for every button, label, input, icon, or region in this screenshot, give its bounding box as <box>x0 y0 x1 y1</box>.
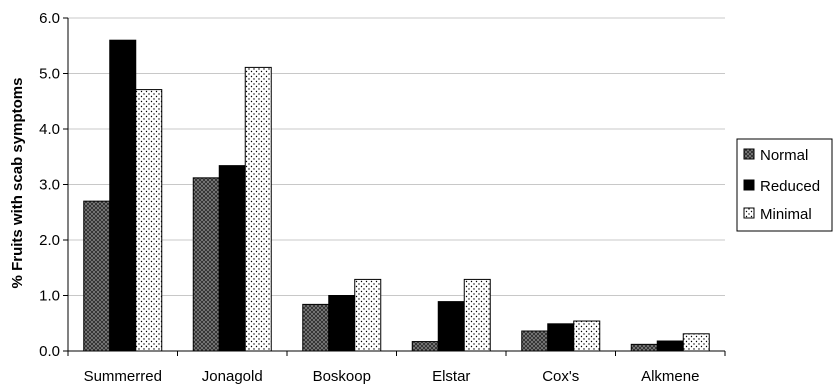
bar-reduced-alkmene <box>656 340 684 352</box>
x-tick-label: Cox's <box>542 368 579 385</box>
y-tick-label: 2.0 <box>39 232 60 249</box>
bar-normal-boskoop <box>302 303 330 352</box>
y-tick-label: 5.0 <box>39 66 60 83</box>
bar-normal-coxs <box>521 330 549 352</box>
bar-reduced-coxs <box>547 323 575 352</box>
bar-minimal-elstar <box>463 278 491 352</box>
x-tick-label: Summerred <box>84 368 162 385</box>
bar-minimal-boskoop <box>354 278 382 352</box>
y-tick-label: 3.0 <box>39 177 60 194</box>
bar-normal-alkmene <box>630 343 658 352</box>
legend: Normal Reduced Minimal <box>736 138 833 232</box>
legend-swatch-reduced <box>743 179 755 191</box>
x-tick-label: Alkmene <box>641 368 699 385</box>
tick-labels: 0.0 1.0 2.0 3.0 4.0 5.0 6.0 Summerred Jonagold Bo… <box>39 10 699 385</box>
bar-minimal-alkmene <box>682 333 710 352</box>
y-tick-label: 1.0 <box>39 288 60 305</box>
bar-normal-jonagold <box>192 177 220 352</box>
legend-label-minimal: Minimal <box>760 206 812 223</box>
legend-label-normal: Normal <box>760 147 808 164</box>
bar-normal-elstar <box>411 341 439 352</box>
legend-swatch-normal <box>743 148 755 160</box>
y-tick-label: 6.0 <box>39 10 60 27</box>
y-axis-title: % Fruits with scab symptoms <box>9 78 26 289</box>
x-tick-label: Boskoop <box>313 368 371 385</box>
bar-reduced-elstar <box>437 301 465 352</box>
bar-reduced-summerred <box>109 39 137 352</box>
y-tick-label: 4.0 <box>39 121 60 138</box>
axes <box>67 18 726 356</box>
x-tick-label: Elstar <box>432 368 470 385</box>
bar-minimal-jonagold <box>244 66 272 352</box>
bar-reduced-boskoop <box>328 295 356 352</box>
bars <box>83 39 710 352</box>
bar-minimal-coxs <box>573 320 601 352</box>
legend-label-reduced: Reduced <box>760 178 820 195</box>
y-tick-label: 0.0 <box>39 343 60 360</box>
x-tick-label: Jonagold <box>202 368 263 385</box>
bar-normal-summerred <box>83 200 111 352</box>
bar-minimal-summerred <box>135 89 163 352</box>
gridlines <box>63 17 725 352</box>
legend-swatch-minimal <box>743 207 755 219</box>
bar-reduced-jonagold <box>218 165 246 352</box>
